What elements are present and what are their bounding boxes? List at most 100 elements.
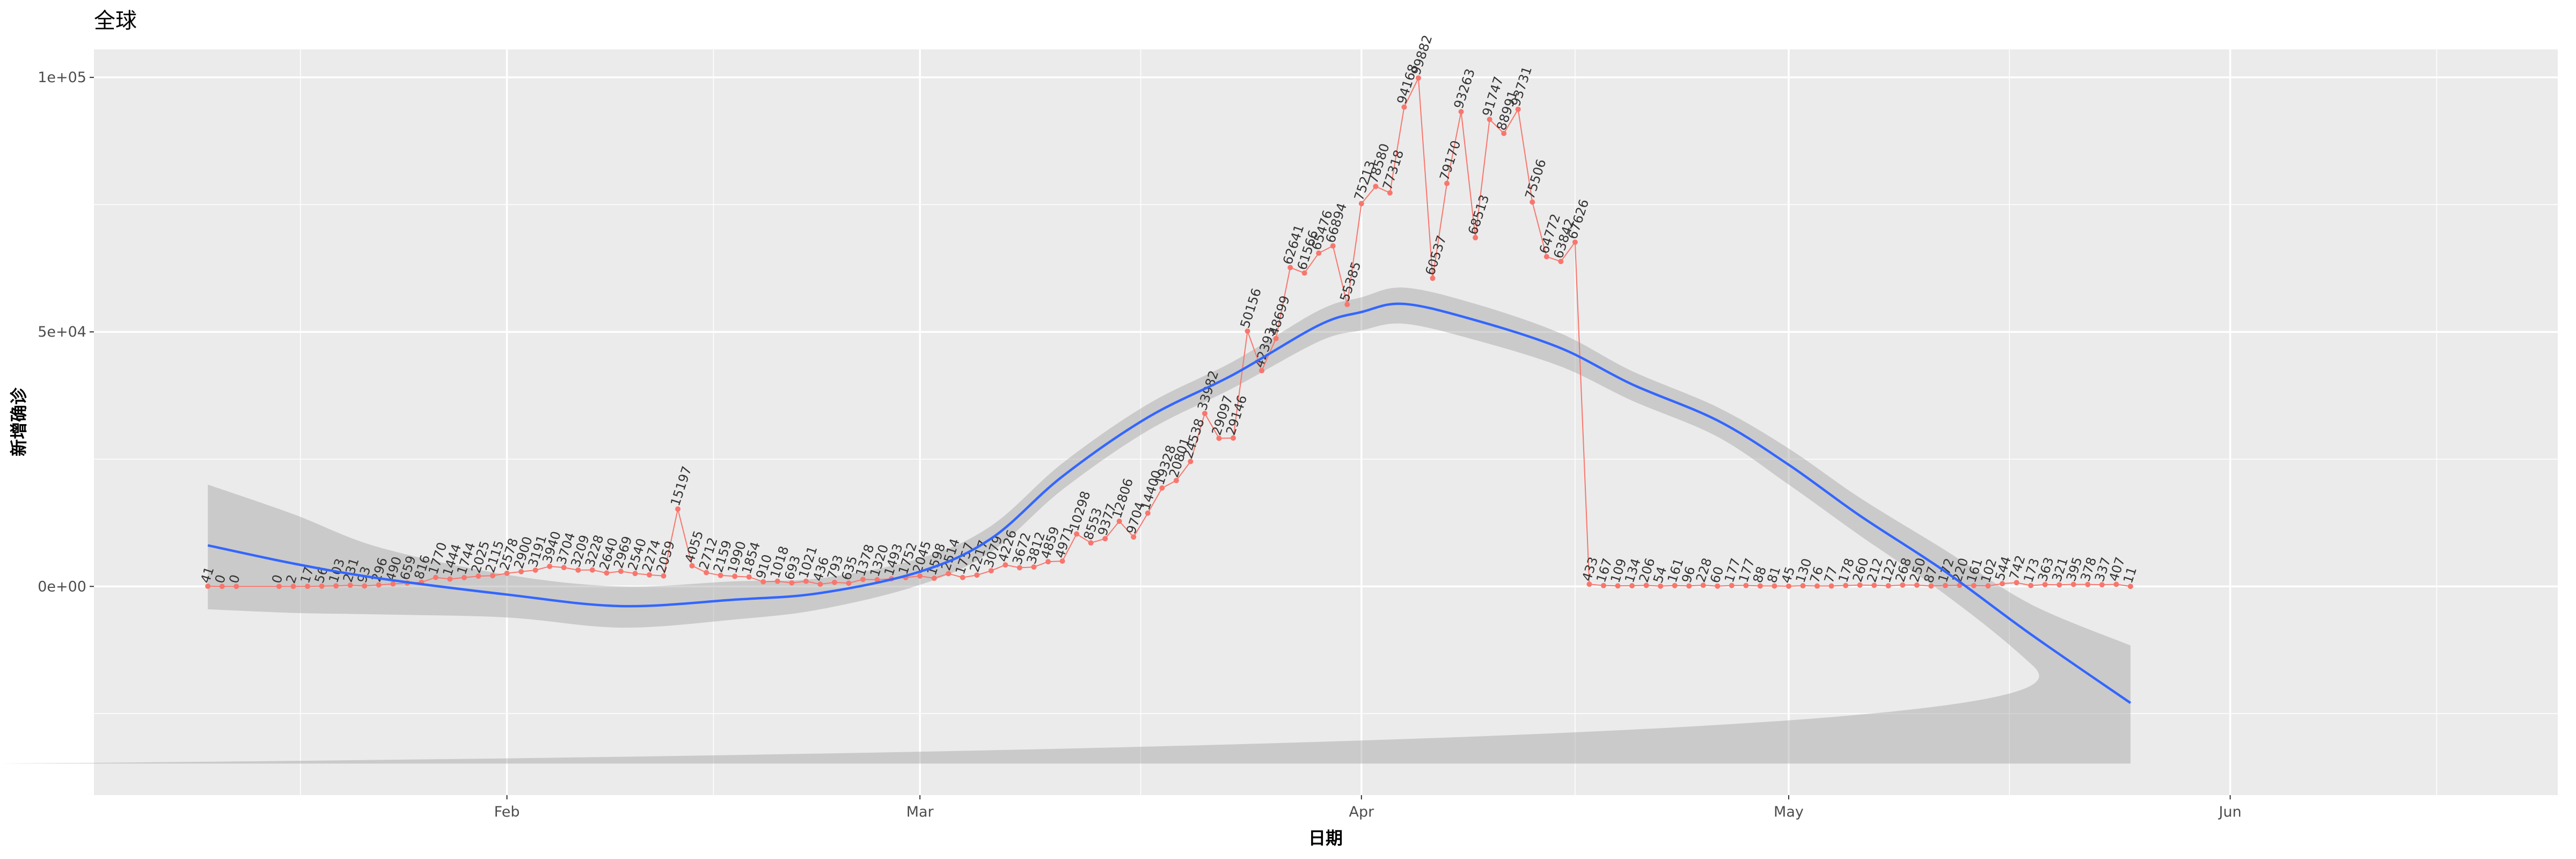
data-point (1643, 583, 1649, 588)
data-point (704, 570, 709, 576)
data-point (1885, 583, 1891, 589)
data-point (1415, 75, 1421, 81)
data-point (1188, 458, 1194, 464)
y-tick-label: 0e+00 (38, 578, 86, 595)
data-point (2085, 581, 2091, 587)
data-point (504, 570, 510, 576)
data-point (490, 573, 496, 579)
data-point (874, 577, 880, 583)
data-point (205, 583, 211, 589)
data-point (1729, 583, 1735, 588)
data-point (860, 577, 866, 583)
data-point (1615, 583, 1621, 589)
data-point (575, 567, 581, 573)
panel-background (94, 49, 2558, 795)
data-point (1672, 583, 1678, 588)
data-point (1088, 540, 1094, 546)
data-point (974, 572, 980, 578)
data-point (846, 580, 852, 586)
data-point (675, 506, 681, 512)
data-point (390, 581, 396, 587)
data-point (1045, 559, 1051, 565)
data-point (1501, 130, 1507, 136)
y-axis-title: 新增确诊 (9, 387, 29, 456)
data-point (1159, 485, 1165, 491)
data-point (803, 578, 809, 584)
smooth-line (207, 302, 2132, 704)
data-point (589, 567, 595, 573)
data-point (718, 572, 723, 578)
data-point (1316, 250, 1322, 256)
data-point (2127, 584, 2133, 589)
x-tick-label: Apr (1349, 804, 1374, 820)
data-point (604, 570, 610, 576)
data-point (1658, 583, 1664, 589)
data-point (1757, 583, 1763, 589)
data-point (333, 583, 339, 589)
data-point (1800, 583, 1806, 589)
data-point (290, 584, 296, 589)
data-point (1785, 583, 1791, 589)
data-point (1543, 254, 1549, 260)
x-tick-label: Jun (2218, 804, 2242, 820)
data-point (561, 565, 567, 571)
data-point (732, 573, 738, 579)
data-point (1772, 583, 1777, 589)
data-point (1900, 582, 1906, 588)
data-point (1700, 583, 1706, 588)
x-tick-label: May (1774, 804, 1804, 820)
data-point (518, 569, 524, 574)
data-point (1131, 534, 1137, 540)
data-point (1002, 562, 1008, 568)
data-point (988, 568, 994, 574)
data-point (1871, 583, 1877, 588)
data-point (1016, 565, 1022, 571)
data-point (1145, 510, 1151, 516)
data-point (475, 573, 481, 579)
data-point (1515, 106, 1521, 112)
data-point (2028, 583, 2034, 588)
data-point (1715, 583, 1721, 589)
y-tick-label: 1e+05 (38, 69, 86, 86)
data-point (1843, 583, 1849, 588)
data-point (2042, 581, 2048, 587)
x-axis-title: 日期 (1308, 828, 1343, 848)
data-point (347, 583, 353, 588)
data-point (376, 582, 382, 588)
data-point (2057, 582, 2062, 588)
y-tick-label: 5e+04 (38, 324, 86, 340)
data-point (917, 573, 923, 579)
data-point (433, 574, 438, 580)
data-point (632, 571, 638, 577)
data-point (1487, 117, 1492, 122)
data-point (1301, 270, 1307, 276)
data-point (774, 578, 780, 584)
data-point (1942, 583, 1948, 588)
chart-title: 全球 (94, 9, 137, 33)
data-point (960, 574, 965, 580)
data-point (2070, 581, 2076, 587)
data-point (2113, 581, 2119, 587)
data-point (646, 572, 652, 578)
data-point (760, 579, 766, 585)
data-point (1558, 258, 1564, 264)
data-point (1102, 536, 1108, 542)
data-point (1216, 435, 1222, 441)
data-point (1600, 583, 1606, 588)
data-point (1529, 199, 1535, 205)
data-point (1686, 583, 1692, 589)
data-point (1330, 243, 1336, 249)
data-point (461, 574, 467, 580)
data-point (1173, 478, 1179, 484)
data-point (1344, 302, 1350, 308)
data-point (1245, 328, 1250, 334)
data-point (1857, 582, 1863, 588)
data-point (931, 576, 937, 581)
x-tick-label: Feb (494, 804, 520, 820)
data-point (1387, 190, 1393, 196)
data-point (1031, 564, 1037, 570)
data-point (1074, 531, 1080, 537)
data-point (831, 579, 837, 585)
data-point (1572, 239, 1578, 245)
data-point (1116, 518, 1122, 524)
